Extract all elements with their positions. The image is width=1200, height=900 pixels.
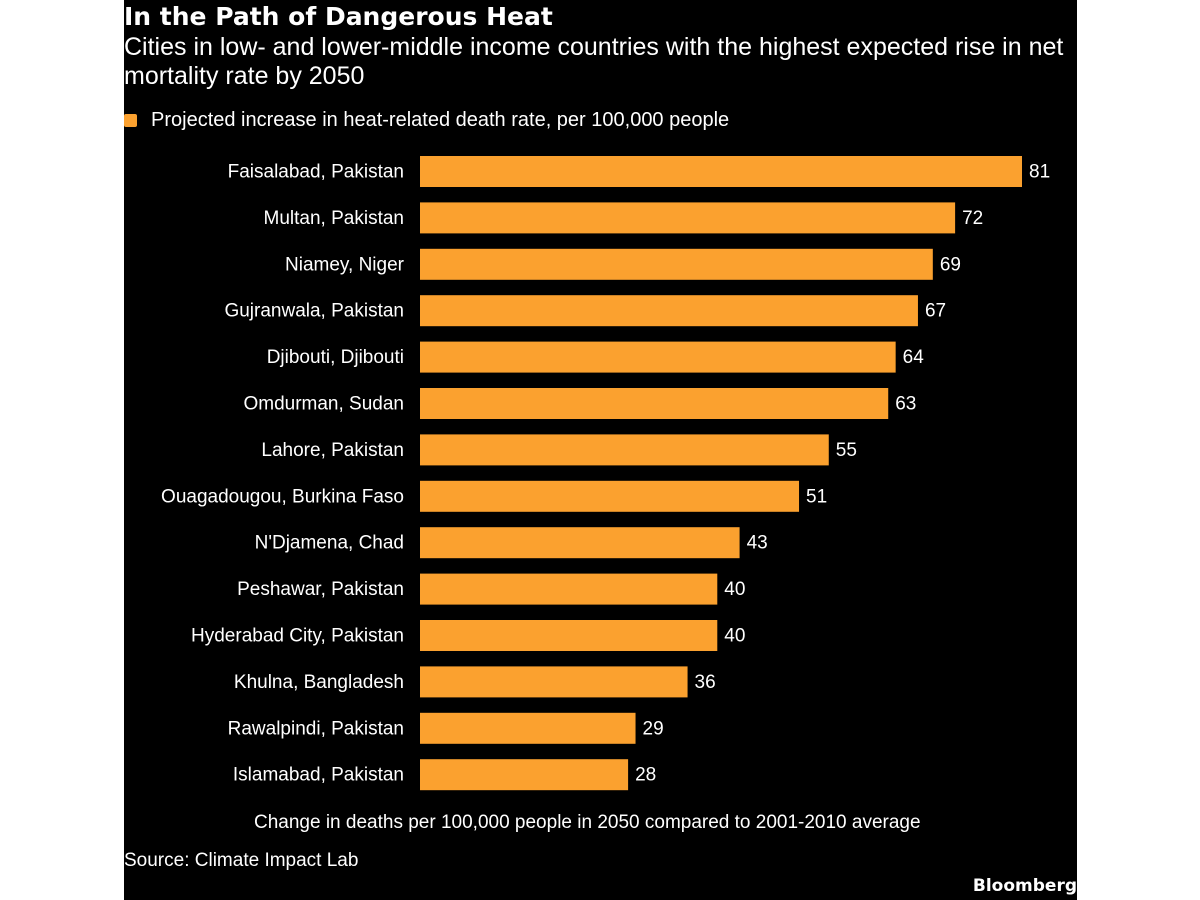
bar [420,620,718,651]
data-label: 63 [895,394,916,415]
bar [420,341,896,373]
category-label: Islamabad, Pakistan [233,765,404,786]
x-axis-label: Change in deaths per 100,000 people in 2… [254,812,921,833]
category-label: Multan, Pakistan [264,208,404,229]
legend-label: Projected increase in heat-related death… [151,108,730,131]
data-label: 69 [940,254,961,275]
data-label: 64 [903,347,925,368]
bloomberg-logo: Bloomberg [972,876,1077,896]
data-label: 29 [643,718,664,739]
data-label: 51 [806,486,827,507]
bar [420,156,1022,187]
bar [420,202,956,234]
category-label: Ouagadougou, Burkina Faso [161,486,404,507]
bar [420,480,800,512]
chart-panel: In the Path of Dangerous Heat Cities in … [124,0,1077,900]
data-label: 36 [695,672,716,693]
source-note: Source: Climate Impact Lab [124,850,359,871]
data-label: 43 [747,533,768,554]
category-label: Khulna, Bangladesh [234,672,404,693]
legend: Projected increase in heat-related death… [124,108,729,132]
bar [420,248,933,280]
data-label: 40 [724,579,745,600]
chart-subtitle: Cities in low- and lower-middle income c… [124,33,1064,90]
category-label: Lahore, Pakistan [261,440,404,461]
legend-swatch [124,113,137,127]
data-label: 67 [925,301,946,322]
data-label: 28 [635,765,656,786]
bar [420,712,636,744]
category-label: Rawalpindi, Pakistan [228,718,404,739]
category-label: Niamey, Niger [285,254,405,275]
bar [420,434,829,466]
data-label: 72 [962,208,983,229]
bar [420,666,688,698]
category-label: Hyderabad City, Pakistan [191,626,404,647]
bar [420,573,718,605]
category-label: Peshawar, Pakistan [237,579,404,600]
category-label: Djibouti, Djibouti [267,347,404,368]
category-label: Faisalabad, Pakistan [228,162,404,183]
data-label: 55 [836,440,857,461]
bar [420,388,889,419]
bar [420,527,740,559]
bar [420,295,918,327]
bar-chart: Faisalabad, Pakistan 81 Multan, Pakistan 72… [161,156,1050,791]
data-label: 81 [1029,162,1050,183]
data-label: 40 [724,626,745,647]
chart-title: In the Path of Dangerous Heat [124,2,553,31]
category-label: N'Djamena, Chad [255,533,404,554]
bar [420,759,629,791]
category-label: Gujranwala, Pakistan [224,301,404,322]
category-label: Omdurman, Sudan [243,394,404,415]
